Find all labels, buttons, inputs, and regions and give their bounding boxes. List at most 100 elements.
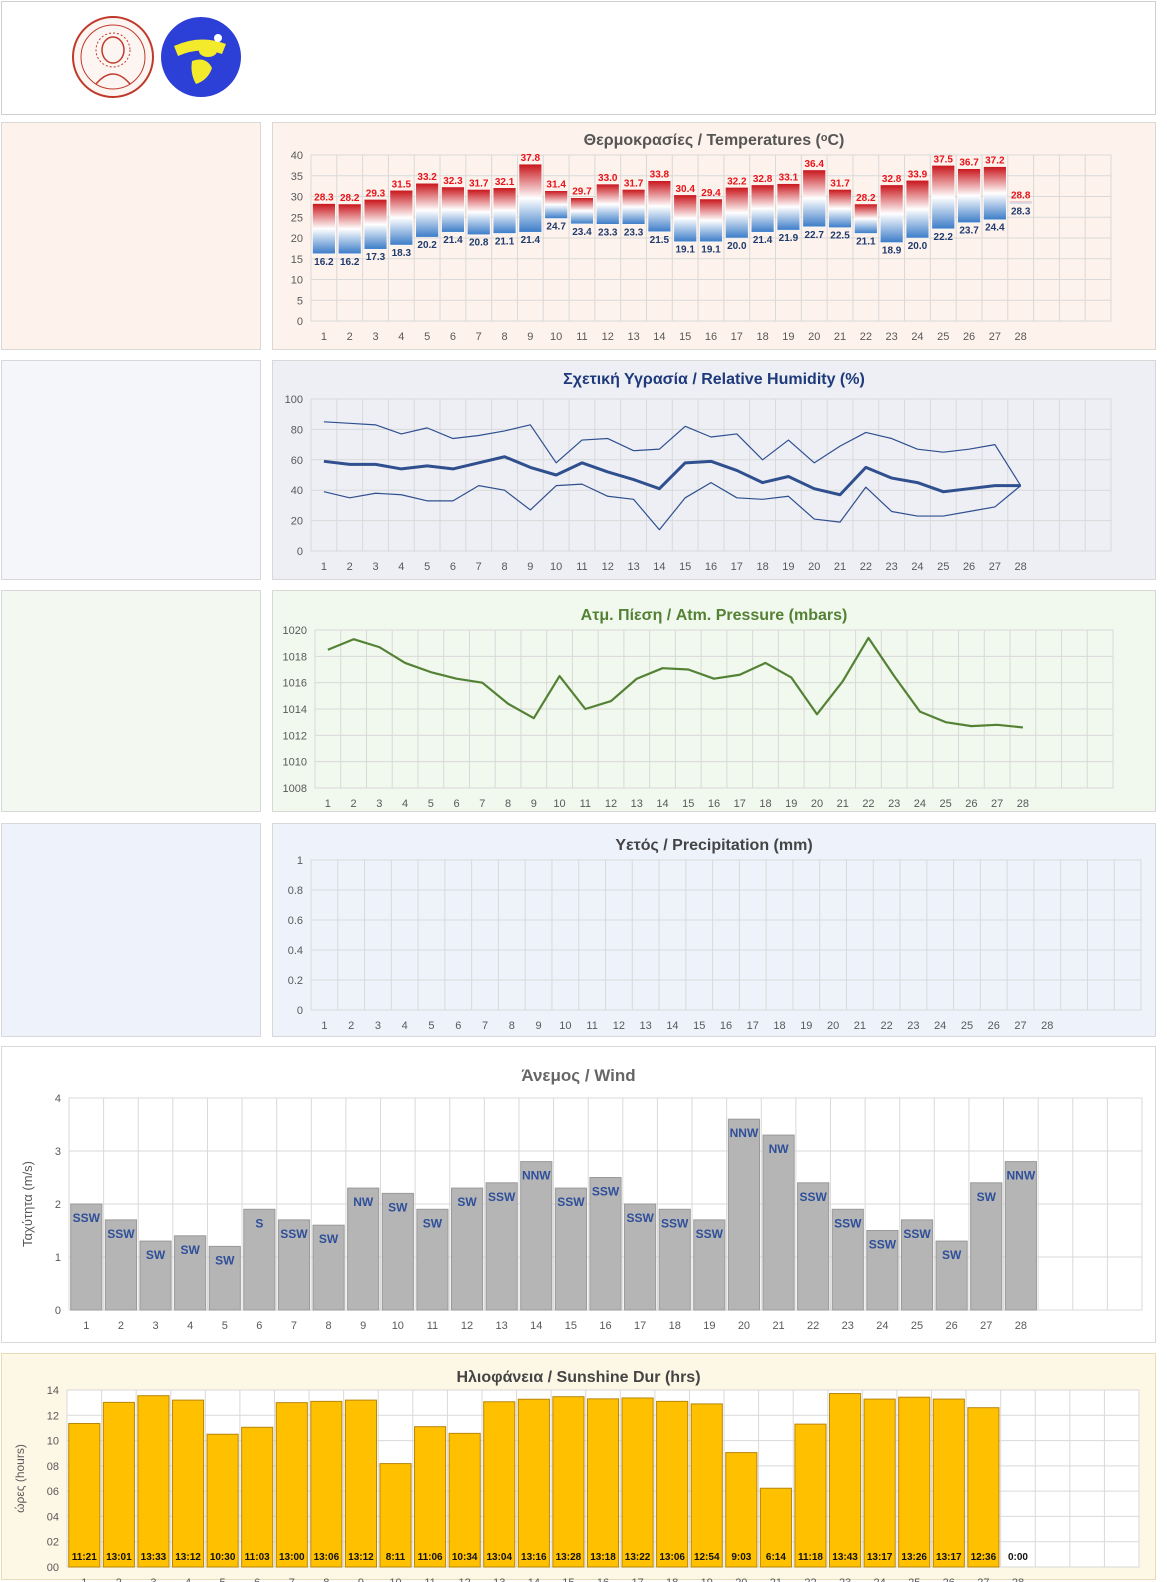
x-tick-label: 1 — [325, 798, 331, 810]
wind-direction-label: S — [255, 1216, 263, 1230]
sunshine-duration-label: 13:28 — [556, 1552, 582, 1563]
max-temp-label: 30.4 — [675, 184, 695, 195]
x-tick-label: 14 — [653, 331, 665, 343]
y-tick-label: 100 — [285, 394, 303, 406]
sunshine-duration-label: 8:11 — [386, 1552, 406, 1563]
x-tick-label: 3 — [372, 561, 378, 573]
min-temp-label: 16.2 — [314, 257, 334, 268]
sunshine-duration-label: 13:43 — [832, 1552, 858, 1563]
y-tick-label: 60 — [291, 455, 303, 467]
x-tick-label: 9 — [360, 1320, 366, 1332]
x-tick-label: 8 — [501, 561, 507, 573]
wind-speed-bar — [208, 1245, 241, 1311]
x-tick-label: 2 — [116, 1577, 122, 1582]
precipitation-chart: 00.20.40.60.811 2 3 4 5 6 7 8 9 10 11 12 13 14 15 16 17 1… — [288, 855, 1142, 1032]
x-tick-label: 4 — [185, 1577, 191, 1582]
min-temp-label: 22.7 — [804, 230, 824, 241]
x-tick-label: 4 — [402, 798, 408, 810]
wind-speed-bar — [450, 1187, 484, 1311]
temperature-range-bar — [441, 186, 465, 233]
temperature-range-bar — [725, 187, 749, 239]
x-tick-label: 11 — [427, 1320, 438, 1332]
min-temp-label: 19.1 — [701, 245, 721, 256]
x-tick-label: 24 — [914, 798, 926, 810]
sunshine-duration-label: 13:06 — [314, 1552, 340, 1563]
x-tick-label: 2 — [347, 561, 353, 573]
min-temp-label: 22.2 — [934, 232, 954, 243]
x-tick-label: 19 — [782, 331, 794, 343]
y-tick-label: 0.6 — [288, 915, 303, 927]
wind-speed-bar — [624, 1203, 657, 1311]
y-tick-label: 1018 — [283, 651, 307, 663]
wind-y-axis-label: Ταχύτητα (m/s) — [20, 1161, 35, 1247]
wind-speed-bar — [416, 1208, 449, 1311]
sunshine-duration-label: 13:22 — [625, 1552, 651, 1563]
sunshine-bar — [206, 1433, 239, 1568]
sunshine-duration-label: 13:12 — [175, 1552, 201, 1563]
sunshine-duration-label: 13:12 — [348, 1552, 374, 1563]
wind-direction-label: SSW — [626, 1211, 654, 1225]
max-temp-label: 32.3 — [443, 176, 463, 187]
header-panel — [1, 1, 1156, 115]
temperature-range-bar — [338, 203, 362, 255]
x-tick-label: 17 — [634, 1320, 646, 1332]
x-tick-label: 23 — [839, 1577, 851, 1582]
x-tick-label: 10 — [553, 798, 565, 810]
x-tick-label: 17 — [747, 1020, 759, 1032]
sunshine-duration-label: 6:14 — [766, 1552, 786, 1563]
x-tick-label: 28 — [1015, 331, 1027, 343]
x-tick-label: 16 — [705, 331, 717, 343]
temperature-range-bar — [415, 182, 439, 238]
min-temp-label: 16.2 — [340, 257, 360, 268]
x-tick-label: 1 — [321, 1020, 327, 1032]
wind-speed-bar — [520, 1161, 553, 1311]
temperature-chart-title: Θερμοκρασίες / Temperatures (ᵒC) — [583, 132, 845, 149]
x-tick-label: 21 — [854, 1020, 866, 1032]
temperature-range-bar — [389, 190, 413, 246]
x-tick-label: 13 — [631, 798, 643, 810]
temperature-range-bar — [312, 203, 336, 255]
wind-speed-bar — [935, 1240, 968, 1311]
x-tick-label: 21 — [837, 798, 849, 810]
x-tick-label: 9 — [531, 798, 537, 810]
x-tick-label: 10 — [550, 331, 562, 343]
x-tick-label: 6 — [450, 561, 456, 573]
min-temp-label: 18.3 — [392, 248, 412, 259]
wind-direction-label: SW — [423, 1216, 443, 1230]
wind-direction-label: SSW — [696, 1227, 724, 1241]
sunshine-bar — [829, 1393, 862, 1568]
wind-direction-label: SSW — [869, 1238, 897, 1252]
y-tick-label: 0 — [297, 316, 303, 328]
humidity-mean-line — [323, 455, 1021, 497]
y-tick-label: 0 — [55, 1305, 61, 1317]
y-tick-label: 5 — [297, 295, 303, 307]
wind-direction-label: SW — [215, 1253, 235, 1267]
wind-direction-label: SW — [942, 1248, 962, 1262]
x-tick-label: 14 — [653, 561, 665, 573]
x-tick-label: 21 — [834, 561, 846, 573]
y-tick-label: 25 — [291, 212, 303, 224]
sunshine-duration-label: 13:17 — [936, 1552, 962, 1563]
x-tick-label: 18 — [759, 798, 771, 810]
sunshine-bar — [448, 1432, 481, 1568]
x-tick-label: 18 — [666, 1577, 678, 1582]
x-tick-label: 15 — [679, 331, 691, 343]
x-tick-label: 14 — [528, 1577, 540, 1582]
sunshine-duration-label: 11:21 — [72, 1552, 97, 1563]
max-temp-label: 28.8 — [1011, 190, 1031, 201]
x-tick-label: 21 — [770, 1577, 782, 1582]
wind-direction-label: SSW — [557, 1195, 585, 1209]
x-tick-label: 26 — [946, 1320, 958, 1332]
x-tick-label: 23 — [907, 1020, 919, 1032]
sunshine-bar — [898, 1396, 931, 1568]
y-tick-label: 20 — [291, 233, 303, 245]
temperature-range-bar — [776, 183, 801, 231]
sunshine-duration-label: 12:54 — [694, 1552, 720, 1563]
pressure-side-panel — [1, 590, 261, 812]
x-tick-label: 22 — [807, 1320, 819, 1332]
max-temp-label: 31.5 — [392, 179, 412, 190]
sunshine-bar — [171, 1399, 205, 1568]
temperature-range-bar — [621, 189, 646, 225]
min-temp-label: 21.5 — [650, 235, 670, 246]
